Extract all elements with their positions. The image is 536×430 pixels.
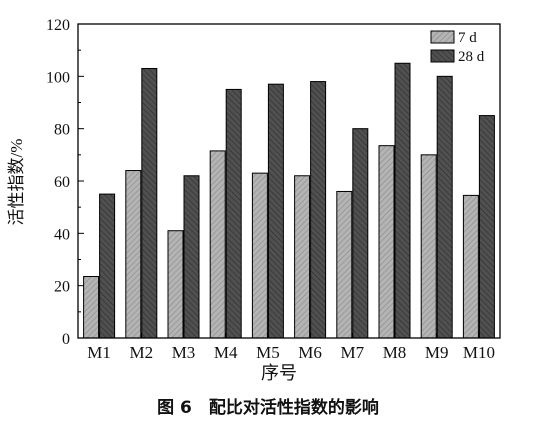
y-tick-label: 120 (46, 17, 70, 34)
y-axis-label: 活性指数/% (7, 139, 26, 226)
x-tick-label: M8 (383, 343, 407, 362)
bar-m1-28d (99, 193, 116, 339)
y-tick-label: 60 (54, 174, 70, 191)
bar-m2-28d (141, 67, 158, 339)
x-tick-label: M9 (425, 343, 449, 362)
axes-group: 0 20 40 60 80 100 120 M1 M2 M3 M4 M5 M6 M7 M8 M9 M10 (46, 17, 501, 362)
bar-m9-7d (420, 154, 437, 339)
legend: 7 d 28 d (430, 30, 485, 65)
bar-m3-28d (183, 175, 200, 339)
y-tick-label: 20 (54, 279, 70, 296)
bar-m10-28d (478, 115, 495, 339)
legend-swatch-7d (430, 30, 455, 44)
bar-m5-28d (267, 83, 284, 339)
x-axis-label: 序号 (261, 363, 297, 383)
bar-m1-7d (83, 276, 100, 339)
x-tick-label: M3 (172, 343, 196, 362)
y-tick-label: 40 (54, 226, 70, 243)
legend-swatch-28d (430, 49, 455, 63)
x-tick-label: M6 (298, 343, 322, 362)
bar-m2-7d (125, 170, 142, 339)
x-tick-label: M5 (256, 343, 280, 362)
y-tick-label: 0 (62, 331, 70, 348)
y-tick-label: 80 (54, 122, 70, 139)
bar-m6-7d (294, 175, 311, 339)
legend-label-7d: 7 d (458, 30, 477, 46)
x-tick-label: M2 (129, 343, 153, 362)
bar-m7-28d (352, 128, 369, 339)
y-tick-label: 100 (46, 69, 70, 86)
bar-m10-7d (462, 194, 479, 339)
bar-m4-28d (225, 88, 242, 339)
x-tick-label: M4 (214, 343, 238, 362)
figure-caption: 图 6 配比对活性指数的影响 (157, 397, 379, 418)
bar-m4-7d (209, 150, 226, 339)
legend-label-28d: 28 d (458, 49, 485, 65)
x-tick-label: M7 (340, 343, 364, 362)
x-tick-label: M1 (87, 343, 111, 362)
bar-m8-7d (378, 145, 395, 339)
bars-group (83, 62, 495, 339)
bar-m9-28d (436, 75, 453, 339)
x-tick-label: M10 (463, 343, 495, 362)
bar-m6-28d (310, 81, 327, 339)
bar-m8-28d (394, 62, 411, 339)
bar-m3-7d (167, 230, 184, 339)
bar-m7-7d (336, 190, 353, 339)
bar-m5-7d (251, 172, 268, 339)
